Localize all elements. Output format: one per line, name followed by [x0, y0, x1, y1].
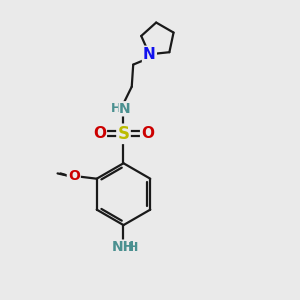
Text: O: O [141, 126, 154, 141]
Text: N: N [119, 102, 131, 116]
Text: H: H [128, 241, 138, 254]
Text: NH: NH [112, 240, 135, 254]
Text: H: H [111, 102, 121, 115]
Text: O: O [93, 126, 106, 141]
Text: N: N [143, 47, 156, 62]
Text: O: O [68, 169, 80, 183]
Text: S: S [118, 125, 130, 143]
